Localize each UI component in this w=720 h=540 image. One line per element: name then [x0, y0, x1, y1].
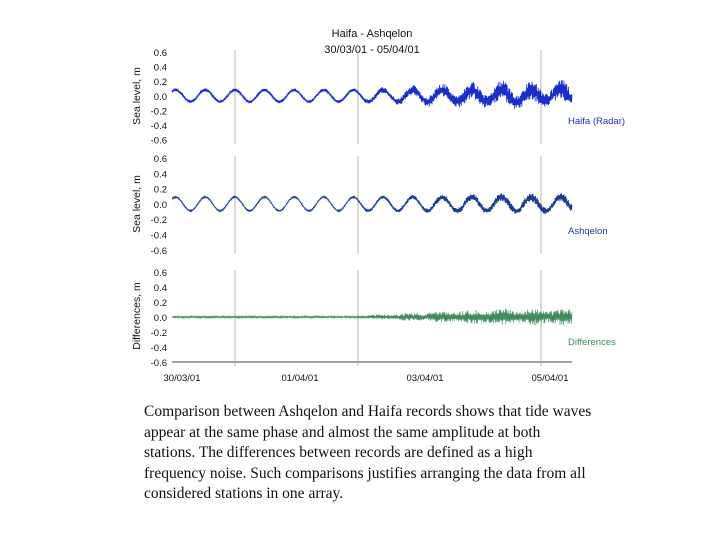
ytick-label: -0.6 [151, 246, 167, 257]
ytick-label: -0.2 [151, 215, 167, 226]
series-line-1 [171, 79, 573, 110]
series-line-2 [171, 192, 573, 214]
ytick-label: 0.4 [154, 169, 167, 180]
ytick-label: -0.2 [151, 328, 167, 339]
ytick-label: 0.6 [154, 268, 167, 279]
series-line-3 [171, 308, 573, 326]
figure-title: Haifa - Ashqelon [332, 28, 413, 40]
xtick-label: 03/04/01 [407, 373, 444, 384]
ytick-label: -0.4 [151, 231, 167, 242]
series-name: Differences [568, 337, 616, 348]
ytick-label: 0.6 [154, 154, 167, 165]
y-axis-label: Sea level, m [131, 175, 143, 233]
ytick-label: -0.4 [151, 343, 167, 354]
ytick-label: -0.6 [151, 136, 167, 147]
ytick-label: -0.2 [151, 106, 167, 117]
ytick-label: 0.0 [154, 313, 167, 324]
ytick-label: 0.0 [154, 92, 167, 103]
y-axis-label: Sea level, m [131, 67, 143, 125]
ytick-label: 0.0 [154, 200, 167, 211]
panels: 0.6 0.4 0.2 0.0 -0.2 -0.4 -0.6 Sea level, m Haif… [131, 48, 625, 384]
tide-comparison-figure: Haifa - Ashqelon 30/03/01 - 05/04/01 0.6… [131, 28, 625, 384]
xtick-label: 30/03/01 [164, 373, 201, 384]
ytick-label: 0.4 [154, 63, 167, 74]
series-name: Ashqelon [568, 226, 608, 237]
figure-subtitle: 30/03/01 - 05/04/01 [324, 44, 419, 56]
figure-caption: Comparison between Ashqelon and Haifa re… [144, 403, 592, 502]
ytick-label: 0.4 [154, 283, 167, 294]
ytick-label: -0.6 [151, 358, 167, 369]
ytick-label: 0.2 [154, 77, 167, 88]
xtick-label: 05/04/01 [532, 373, 569, 384]
ytick-label: -0.4 [151, 121, 167, 132]
y-axis-label: Differences, m [131, 282, 143, 350]
ytick-label: 0.6 [154, 48, 167, 59]
ytick-label: 0.2 [154, 185, 167, 196]
ytick-label: 0.2 [154, 298, 167, 309]
series-name: Haifa (Radar) [568, 116, 625, 127]
xtick-label: 01/04/01 [282, 373, 319, 384]
